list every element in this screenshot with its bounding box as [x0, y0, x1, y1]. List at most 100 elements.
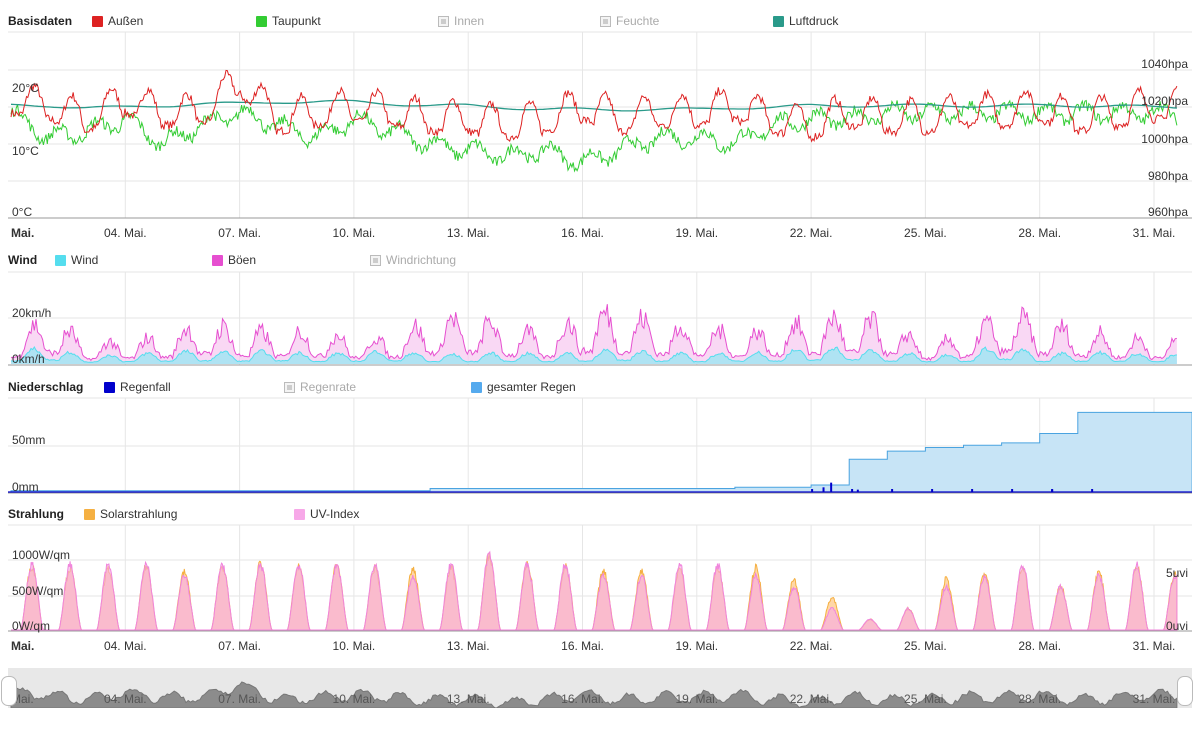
legend-luftdruck[interactable]: Luftdruck [773, 14, 838, 28]
legend-swatch-icon [55, 254, 66, 266]
x-tick-label: 22. Mai. [790, 226, 833, 240]
x-tick-label: 28. Mai. [1018, 226, 1061, 240]
legend-wind[interactable]: Wind [55, 253, 98, 267]
legend-solarstrahlung[interactable]: Solarstrahlung [84, 507, 177, 521]
navigator-label: 13. Mai. [447, 692, 490, 706]
disabled-checkbox-icon [370, 254, 381, 266]
disabled-checkbox-icon [284, 381, 295, 393]
rain-bar [971, 489, 974, 492]
legend-regenrate[interactable]: Regenrate [284, 380, 356, 394]
legend-regenfall[interactable]: Regenfall [104, 380, 171, 394]
legend-label: Windrichtung [386, 253, 457, 267]
legend-gesamter-regen[interactable]: gesamter Regen [471, 380, 576, 394]
y-tick-label-temp: 20°C [12, 81, 39, 95]
x-tick-label: 07. Mai. [218, 639, 261, 653]
navigator-label: 22. Mai. [790, 692, 833, 706]
navigator-left-handle[interactable] [1, 676, 17, 706]
y-tick-label-rain: 50mm [12, 433, 45, 447]
x-tick-label: 07. Mai. [218, 226, 261, 240]
legend-swatch-icon [256, 15, 267, 27]
legend-swatch-icon [84, 508, 95, 520]
disabled-checkbox-icon [600, 15, 611, 27]
navigator-label: 28. Mai. [1018, 692, 1061, 706]
navigator-label: 07. Mai. [218, 692, 261, 706]
rain-bar [1091, 489, 1094, 492]
x-tick-label: 19. Mai. [675, 226, 718, 240]
series-luftdruck [10, 99, 1177, 112]
series-wind-area [11, 347, 1177, 364]
y-tick-label-solar: 500W/qm [12, 584, 63, 598]
series-aussen [10, 69, 1178, 143]
series-uv-index [11, 550, 1178, 631]
rain-bar [830, 482, 833, 492]
x-tick-label: 31. Mai. [1133, 226, 1176, 240]
legend-feuchte[interactable]: Feuchte [600, 14, 659, 28]
rain-bar [1051, 489, 1054, 492]
x-tick-label: 31. Mai. [1133, 639, 1176, 653]
x-tick-label: 16. Mai. [561, 639, 604, 653]
legend-label: Wind [71, 253, 99, 267]
x-tick-label: 19. Mai. [675, 639, 718, 653]
navigator-label: 19. Mai. [675, 692, 718, 706]
legend-label: Luftdruck [789, 14, 839, 28]
legend-innen[interactable]: Innen [438, 14, 484, 28]
y-tick-label-wind: 20km/h [12, 306, 51, 320]
legend-label: Taupunkt [272, 14, 321, 28]
panel-title-wind: Wind [8, 253, 38, 267]
navigator-label: 04. Mai. [104, 692, 147, 706]
x-tick-label: 13. Mai. [447, 226, 490, 240]
y-tick-label-rain: 0mm [12, 480, 39, 494]
panel-title-basisdaten: Basisdaten [8, 14, 73, 28]
navigator-label: 16. Mai. [561, 692, 604, 706]
y-tick-label-solar: 0W/qm [12, 619, 50, 633]
legend-taupunkt[interactable]: Taupunkt [256, 14, 321, 28]
x-tick-label: 25. Mai. [904, 639, 947, 653]
navigator-label: 10. Mai. [333, 692, 376, 706]
x-tick-label: 04. Mai. [104, 639, 147, 653]
series-wind-line [10, 346, 1177, 363]
x-tick-label: 10. Mai. [333, 226, 376, 240]
navigator-series [10, 681, 1178, 708]
series-boeen-line [10, 304, 1178, 362]
y-tick-label-uv: 5uvi [1166, 566, 1188, 580]
x-tick-label: Mai. [11, 226, 34, 240]
legend-label: Außen [108, 14, 144, 28]
legend-label: gesamter Regen [487, 380, 576, 394]
y-tick-label-pressure: 980hpa [1148, 169, 1188, 183]
panel-title-strahlung: Strahlung [8, 507, 64, 521]
y-tick-label-pressure: 1020hpa [1141, 94, 1188, 108]
x-tick-label: 22. Mai. [790, 639, 833, 653]
legend-boeen[interactable]: Böen [212, 253, 256, 267]
legend-label: Regenrate [300, 380, 357, 394]
navigator-right-handle[interactable] [1177, 676, 1193, 706]
x-tick-label: 25. Mai. [904, 226, 947, 240]
legend-label: Böen [228, 253, 257, 267]
rain-bar [822, 487, 825, 492]
x-tick-label: 10. Mai. [333, 639, 376, 653]
legend-swatch-icon [773, 15, 784, 27]
rain-bar [851, 489, 854, 492]
legend-swatch-icon [471, 381, 482, 393]
rain-bar [856, 489, 859, 492]
y-tick-label-wind: 0km/h [12, 352, 45, 366]
disabled-checkbox-icon [438, 15, 449, 27]
x-tick-label: 16. Mai. [561, 226, 604, 240]
rain-bar [891, 489, 894, 492]
y-tick-label-uv: 0uvi [1166, 619, 1188, 633]
panel-title-niederschlag: Niederschlag [8, 380, 84, 394]
legend-label: Innen [454, 14, 485, 28]
legend-label: Solarstrahlung [100, 507, 178, 521]
legend-label: Feuchte [616, 14, 660, 28]
x-tick-label: Mai. [11, 639, 34, 653]
legend-aussen[interactable]: Außen [92, 14, 143, 28]
x-tick-label: 04. Mai. [104, 226, 147, 240]
x-tick-label: 13. Mai. [447, 639, 490, 653]
legend-windrichtung[interactable]: Windrichtung [370, 253, 456, 267]
series-gesamter-regen [10, 411, 1192, 493]
rain-bar [811, 489, 814, 492]
series-taupunkt [10, 99, 1178, 173]
legend-swatch-icon [294, 508, 305, 520]
legend-uv-index[interactable]: UV-Index [294, 507, 359, 521]
